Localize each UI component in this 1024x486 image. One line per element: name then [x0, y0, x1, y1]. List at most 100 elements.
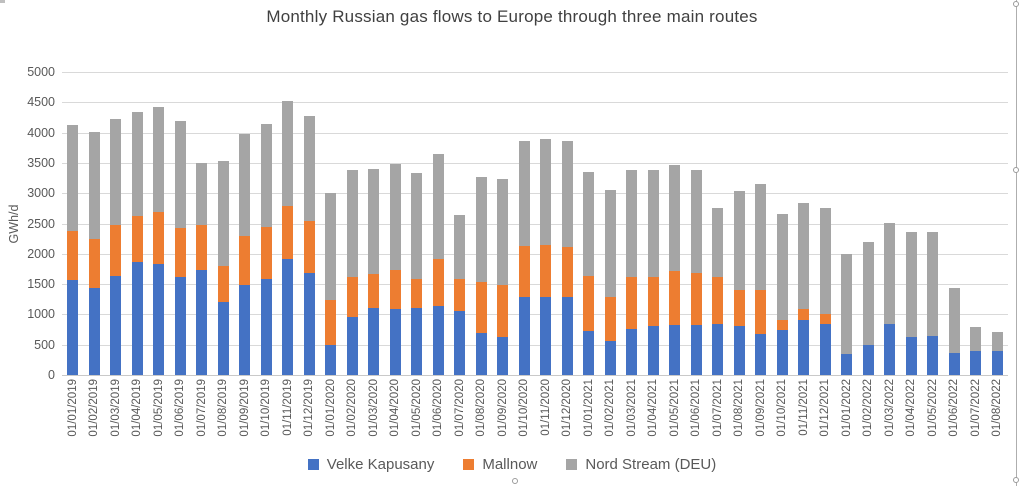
x-axis-tick-label: 01/04/2021 [647, 379, 660, 437]
bar-segment-nord-stream-deu [282, 101, 293, 206]
bar-segment-velke-kapusany [174, 276, 186, 375]
x-axis-tick: 01/06/2019 [170, 379, 192, 453]
x-axis-tick-label: 01/08/2021 [733, 379, 746, 437]
x-axis-tick-label: 01/03/2022 [883, 379, 896, 437]
stacked-bar [561, 140, 573, 375]
x-axis-tick-label: 01/05/2019 [152, 379, 165, 437]
bar-segment-velke-kapusany [927, 336, 938, 375]
bar-segment-mallnow [303, 221, 315, 273]
x-axis-tick-label: 01/02/2022 [862, 379, 875, 437]
bar-segment-nord-stream-deu [626, 170, 637, 277]
bar-segment-velke-kapusany [841, 353, 852, 375]
bar-segment-nord-stream-deu [432, 153, 444, 260]
x-axis-tick: 01/08/2022 [987, 379, 1009, 453]
x-axis-tick: 01/10/2021 [772, 379, 794, 453]
x-axis-tick: 01/04/2019 [127, 379, 149, 453]
stacked-bar [647, 170, 659, 375]
y-axis-tick-label: 4000 [27, 125, 55, 140]
x-axis-tick-label: 01/07/2019 [195, 379, 208, 437]
chart-selection-border [1016, 0, 1017, 486]
x-axis-tick-label: 01/08/2019 [217, 379, 230, 437]
x-axis-tick-label: 01/11/2021 [797, 379, 810, 436]
bar-segment-velke-kapusany [110, 275, 121, 375]
y-axis-tick-label: 500 [34, 337, 55, 352]
bar-segment-nord-stream-deu [712, 208, 723, 277]
bar-segment-velke-kapusany [217, 302, 229, 375]
x-axis-tick-label: 01/10/2020 [518, 379, 531, 437]
bar-segment-mallnow [368, 274, 379, 309]
stacked-bar [626, 170, 637, 375]
x-axis-tick: 01/05/2022 [922, 379, 944, 453]
x-axis-tick-label: 01/02/2021 [604, 379, 617, 437]
bar-segment-mallnow [389, 270, 401, 309]
bar-segment-velke-kapusany [153, 263, 164, 375]
stacked-bar [862, 241, 874, 375]
x-axis-tick-label: 01/06/2022 [948, 379, 961, 437]
bar-segment-velke-kapusany [497, 337, 508, 375]
bar-segment-nord-stream-deu [690, 170, 702, 273]
bar-segment-nord-stream-deu [389, 164, 401, 271]
bar-segment-nord-stream-deu [991, 331, 1003, 351]
bar-segment-velke-kapusany [131, 262, 143, 375]
bar-segment-nord-stream-deu [217, 161, 229, 266]
x-axis-tick-label: 01/07/2020 [453, 379, 466, 437]
gridline [62, 314, 1008, 316]
x-axis-tick: 01/09/2019 [234, 379, 256, 453]
bar-segment-nord-stream-deu [927, 232, 938, 337]
x-axis-tick: 01/08/2020 [471, 379, 493, 453]
bar-segment-velke-kapusany [905, 336, 917, 375]
bar-segment-velke-kapusany [368, 308, 379, 375]
bar-segment-nord-stream-deu [174, 121, 186, 228]
x-axis-tick-label: 01/08/2020 [475, 379, 488, 437]
x-axis-tick: 01/11/2019 [277, 379, 299, 453]
x-axis-tick: 01/10/2020 [514, 379, 536, 453]
bar-segment-nord-stream-deu [561, 140, 573, 247]
bar-segment-nord-stream-deu [948, 287, 960, 353]
bar-segment-velke-kapusany [776, 329, 788, 375]
stacked-bar [669, 165, 680, 375]
bar-segment-velke-kapusany [690, 324, 702, 375]
bar-segment-nord-stream-deu [884, 222, 895, 325]
y-axis-tick-label: 2000 [27, 246, 55, 261]
stacked-bar [583, 172, 594, 375]
x-axis: 01/01/2019 01/02/2019 01/03/2019 01/04/2019… [62, 379, 1008, 453]
legend-label-mallnow: Mallnow [482, 456, 538, 473]
x-axis-tick: 01/05/2021 [664, 379, 686, 453]
stacked-bar [153, 106, 164, 375]
bar-segment-velke-kapusany [884, 324, 895, 375]
x-axis-tick: 01/07/2021 [707, 379, 729, 453]
legend-marker-velke-kapusany [307, 459, 319, 470]
x-axis-tick-label: 01/04/2022 [905, 379, 918, 437]
stacked-bar [368, 168, 379, 375]
bar-segment-mallnow [239, 235, 250, 286]
x-axis-tick: 01/06/2021 [686, 379, 708, 453]
stacked-bar [389, 164, 401, 375]
bar-segment-mallnow [432, 259, 444, 306]
chart-resize-handle-bottom-center[interactable] [512, 478, 518, 484]
chart-resize-handle-top-right[interactable] [1013, 1, 1019, 7]
plot-area [62, 72, 1008, 376]
x-axis-tick: 01/07/2019 [191, 379, 213, 453]
gridline [62, 102, 1008, 104]
bar-segment-mallnow [282, 205, 293, 260]
bar-segment-velke-kapusany [669, 324, 680, 375]
x-axis-tick: 01/02/2019 [84, 379, 106, 453]
gridline [62, 162, 1008, 164]
bar-segment-nord-stream-deu [647, 170, 659, 277]
stacked-bar [110, 119, 121, 375]
bar-segment-velke-kapusany [733, 325, 745, 375]
bar-segment-nord-stream-deu [110, 119, 121, 226]
bar-segment-nord-stream-deu [260, 123, 272, 228]
x-axis-tick: 01/11/2020 [535, 379, 557, 453]
legend-marker-nord-stream [566, 459, 578, 470]
bar-segment-nord-stream-deu [798, 202, 809, 309]
bar-segment-mallnow [798, 308, 809, 321]
chart-resize-handle-middle-right[interactable] [1013, 167, 1019, 173]
bar-segment-velke-kapusany [67, 280, 78, 375]
stacked-bar [819, 208, 831, 375]
x-axis-tick: 01/01/2022 [836, 379, 858, 453]
legend-label-velke-kapusany: Velke Kapusany [326, 456, 435, 473]
stacked-bar [196, 162, 207, 375]
chart-resize-handle-bottom-right[interactable] [1013, 477, 1019, 483]
bar-segment-nord-stream-deu [604, 190, 616, 297]
